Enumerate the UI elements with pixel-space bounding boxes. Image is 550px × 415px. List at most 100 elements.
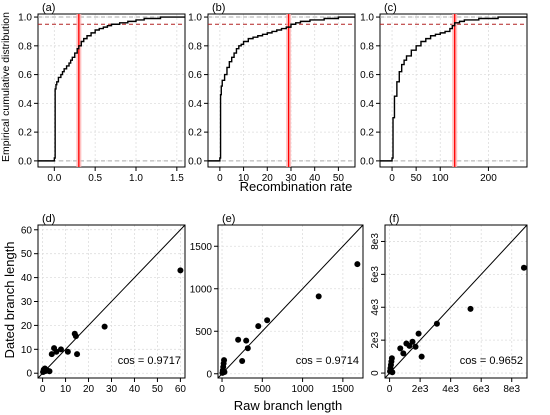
xtick-label-a-2: 1.0 — [129, 173, 143, 184]
scatter-point-f-9 — [406, 342, 413, 349]
ytick-label-d-5: 50 — [21, 249, 33, 260]
ytick-label-a-5: 1.0 — [18, 13, 32, 24]
top-xlabel: Recombination rate — [240, 179, 353, 194]
scatter-point-f-6 — [397, 345, 404, 352]
ytick-label-b-3: 0.6 — [188, 70, 202, 81]
scatter-point-e-6 — [235, 336, 242, 343]
ytick-label-c-4: 0.8 — [360, 41, 374, 52]
ecdf-line-c — [380, 16, 527, 162]
identity-line-e — [217, 224, 364, 379]
ytick-label-f-1: 2e3 — [370, 331, 381, 348]
ytick-label-e-1: 500 — [195, 327, 212, 338]
ytick-label-a-2: 0.4 — [18, 99, 32, 110]
ytick-label-b-2: 0.4 — [188, 99, 202, 110]
panel-a: (a) 0.0 0.5 1.0 1.5 0.0 0.2 0.4 0.6 0.8 1.0 — [18, 2, 186, 184]
ytick-label-a-0: 0.0 — [18, 156, 32, 167]
scatter-point-f-16 — [520, 264, 527, 271]
scatter-point-e-10 — [255, 323, 262, 330]
xtick-label-d-0: 0 — [40, 384, 46, 395]
ytick-label-b-5: 1.0 — [188, 13, 202, 24]
xtick-label-f-2: 4e3 — [442, 384, 459, 395]
scatter-point-d-13 — [72, 333, 79, 340]
xtick-label-e-3: 1500 — [332, 384, 355, 395]
xtick-label-f-4: 8e3 — [503, 384, 520, 395]
ecdf-line-a — [38, 16, 185, 162]
bottom-xlabel: Raw branch length — [234, 398, 342, 413]
ytick-label-c-5: 1.0 — [360, 13, 374, 24]
plot-frame-b — [207, 13, 356, 168]
scatter-point-e-12 — [315, 293, 322, 300]
xtick-label-c-0: 0 — [389, 173, 395, 184]
scatter-point-e-4 — [221, 357, 228, 364]
xtick-label-e-1: 500 — [254, 384, 271, 395]
ytick-label-d-2: 20 — [21, 321, 33, 332]
ytick-label-a-1: 0.2 — [18, 128, 32, 139]
xtick-label-f-1: 2e3 — [412, 384, 429, 395]
ytick-label-d-3: 30 — [21, 297, 33, 308]
scatter-point-d-11 — [64, 348, 71, 355]
cos-annotation-e: cos = 0.9714 — [296, 355, 359, 367]
scatter-point-d-10 — [57, 346, 64, 353]
ytick-label-c-0: 0.0 — [360, 156, 374, 167]
xtick-label-c-3: 200 — [480, 173, 497, 184]
ytick-label-d-0: 0 — [26, 369, 32, 380]
xtick-label-c-1: 50 — [411, 173, 423, 184]
xtick-label-e-2: 1000 — [291, 384, 314, 395]
ytick-label-c-1: 0.2 — [360, 128, 374, 139]
ytick-label-e-0: 0 — [206, 369, 212, 380]
panel-b: (b) 0 10 20 30 40 50 0.0 0.2 0.4 0.6 0.8 1.0 — [188, 2, 356, 184]
cos-annotation-f: cos = 0.9652 — [460, 355, 523, 367]
panel-c: (c) 0 50 100 200 0.0 0.2 0.4 0.6 0.8 1.0 — [360, 2, 528, 184]
ytick-label-c-2: 0.4 — [360, 99, 374, 110]
scatter-point-e-9 — [244, 345, 251, 352]
cos-annotation-d: cos = 0.9717 — [118, 355, 181, 367]
ytick-label-f-2: 4e3 — [370, 298, 381, 315]
xtick-label-d-5: 50 — [152, 384, 164, 395]
scatter-point-f-11 — [412, 343, 419, 350]
ytick-label-e-2: 1000 — [190, 284, 213, 295]
scatter-point-f-14 — [433, 320, 440, 327]
scatter-point-e-5 — [221, 369, 228, 376]
xtick-label-b-3: 30 — [285, 173, 297, 184]
panel-label-e: (e) — [222, 213, 235, 225]
plot-frame-f — [384, 224, 528, 379]
panel-label-f: (f) — [389, 213, 399, 225]
ytick-label-d-1: 10 — [21, 345, 33, 356]
identity-line-f — [384, 224, 528, 379]
scatter-point-f-13 — [418, 353, 425, 360]
scatter-point-f-12 — [415, 330, 422, 337]
ytick-label-a-4: 0.8 — [18, 41, 32, 52]
plot-frame-a — [37, 13, 186, 168]
xtick-label-a-3: 1.5 — [170, 173, 184, 184]
top-ylabel: Empirical cumulative distribution — [0, 12, 12, 162]
bottom-ylabel: Dated branch length — [2, 241, 17, 358]
ytick-label-d-4: 40 — [21, 273, 33, 284]
scatter-point-f-10 — [409, 338, 416, 345]
ytick-label-f-4: 8e3 — [370, 233, 381, 250]
xtick-label-c-2: 100 — [432, 173, 449, 184]
ecdf-line-b — [208, 16, 355, 162]
ytick-label-a-3: 0.6 — [18, 70, 32, 81]
xtick-label-d-6: 60 — [175, 384, 187, 395]
ytick-label-b-0: 0.0 — [188, 156, 202, 167]
plot-frame-e — [217, 224, 364, 379]
ytick-label-e-3: 1500 — [190, 242, 213, 253]
scatter-point-e-11 — [264, 317, 271, 324]
xtick-label-d-3: 30 — [106, 384, 118, 395]
scatter-point-f-4 — [388, 355, 395, 362]
ytick-label-b-4: 0.8 — [188, 41, 202, 52]
xtick-label-d-1: 10 — [60, 384, 72, 395]
xtick-label-a-1: 0.5 — [88, 173, 102, 184]
panel-f: (f) 0 2e3 4e3 6e3 8e3 0 2e3 4e3 6e3 8e3 cos = 0.965… — [370, 213, 528, 395]
ytick-label-b-1: 0.2 — [188, 128, 202, 139]
scatter-point-d-7 — [48, 351, 55, 358]
xtick-label-b-5: 50 — [333, 173, 345, 184]
scatter-point-d-16 — [177, 267, 184, 274]
panel-label-b: (b) — [212, 2, 225, 14]
ytick-label-f-0: 0 — [370, 370, 381, 376]
xtick-label-f-0: 0 — [387, 384, 393, 395]
scatter-point-d-6 — [46, 368, 53, 375]
ytick-label-f-3: 6e3 — [370, 266, 381, 283]
xtick-label-b-2: 20 — [262, 173, 274, 184]
scatter-point-f-5 — [389, 369, 396, 376]
